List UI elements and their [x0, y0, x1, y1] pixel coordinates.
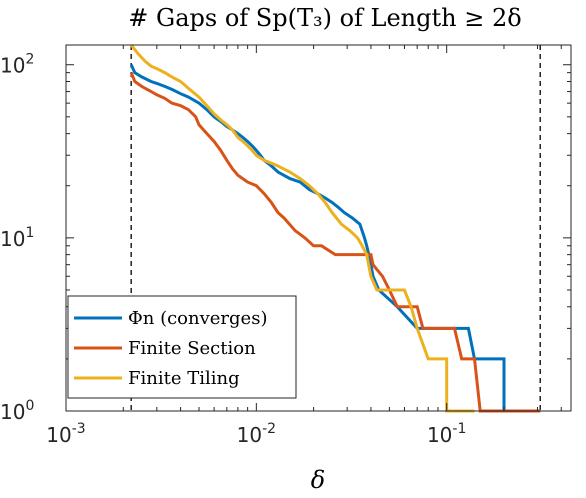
y-tick-label: 101: [0, 225, 34, 251]
chart-title: # Gaps of Sp(T₃) of Length ≥ 2δ: [128, 4, 521, 32]
y-tick-label: 100: [0, 398, 34, 424]
x-tick-label: 10-3: [46, 421, 85, 447]
x-tick-label: 10-2: [237, 421, 276, 447]
series-line-2: [129, 72, 541, 413]
legend: Φn (converges) Finite Section Finite Tilin…: [67, 295, 297, 399]
legend-label-2: Finite Section: [128, 338, 256, 359]
plot-frame: [65, 44, 572, 412]
series-line-1: [129, 64, 541, 413]
legend-label-1: Φn (converges): [128, 308, 267, 329]
legend-label-3: Finite Tiling: [128, 368, 240, 389]
series-line-3: [130, 44, 475, 413]
x-axis-label: δ: [311, 466, 325, 494]
x-tick-label: 10-1: [427, 421, 466, 447]
y-tick-label: 102: [0, 52, 34, 78]
